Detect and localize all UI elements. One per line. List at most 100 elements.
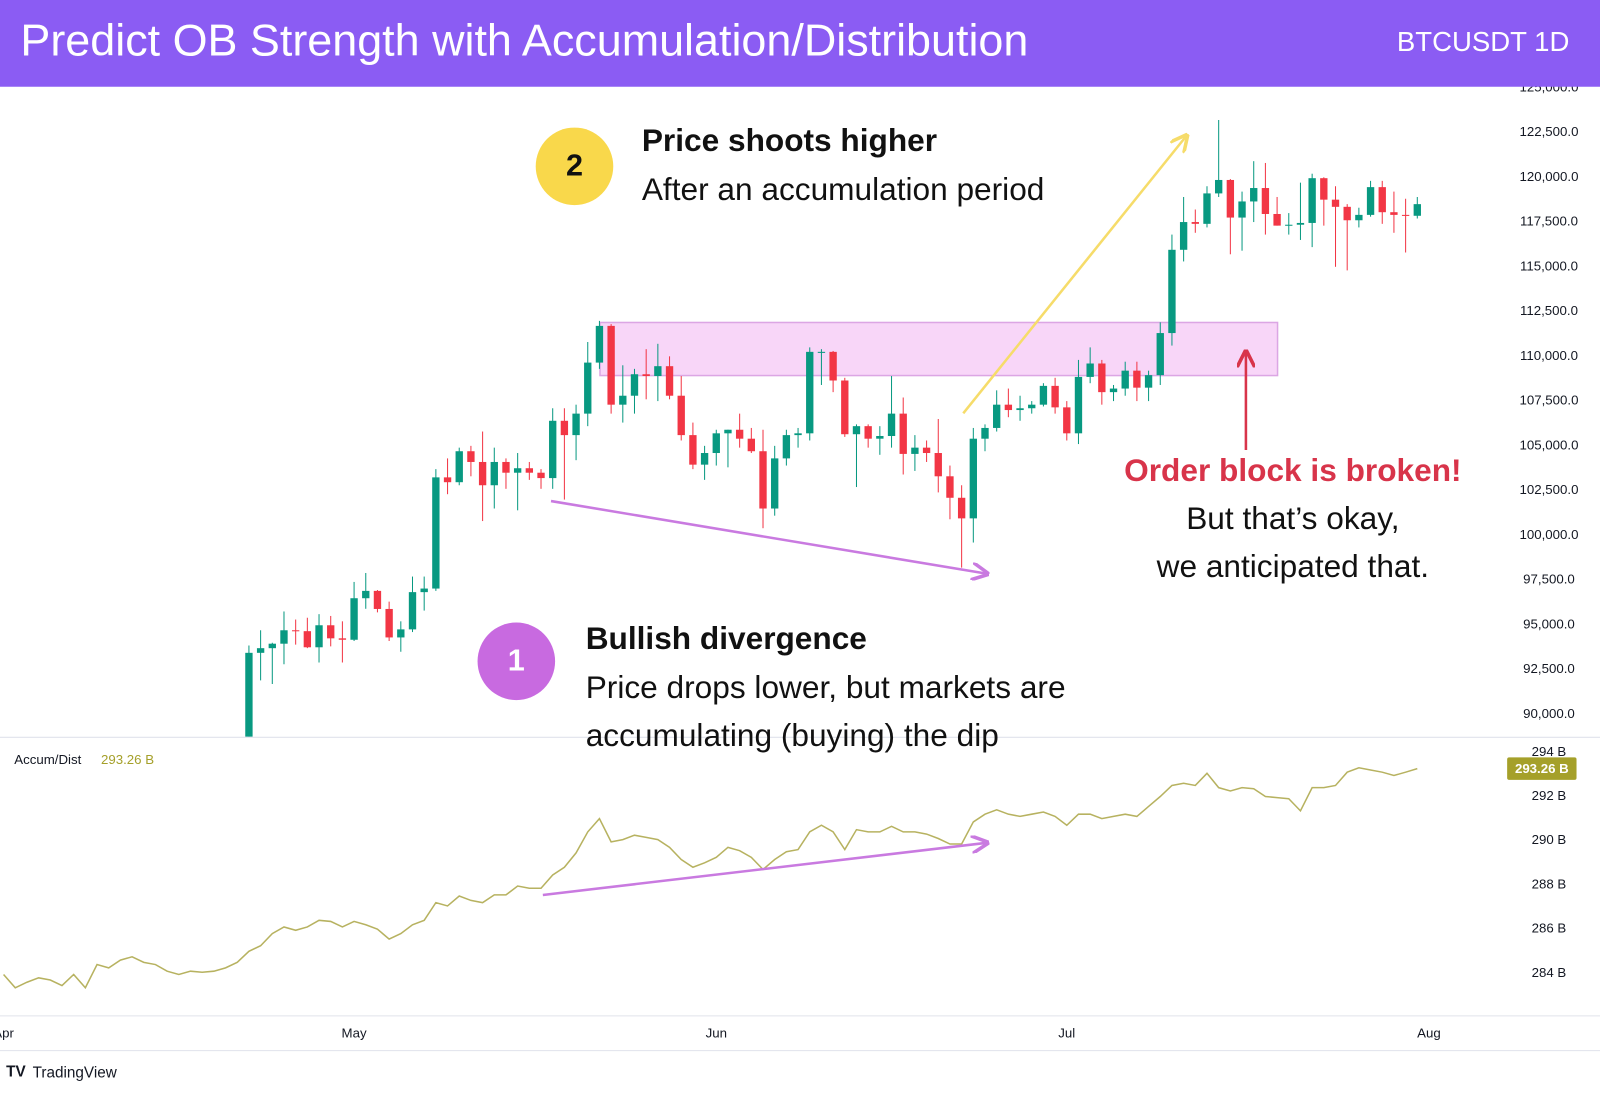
indicator-value: 293.26 B xyxy=(101,752,154,767)
candle-body xyxy=(408,592,417,630)
candle-body xyxy=(899,413,907,454)
candle-body xyxy=(619,395,627,405)
candle-body xyxy=(268,643,276,649)
candle-body xyxy=(911,447,919,454)
candle-body xyxy=(852,426,861,435)
candle-body xyxy=(478,461,487,486)
candle-body xyxy=(630,374,639,396)
y-tick-label: 294 B xyxy=(1532,744,1567,759)
candle-body xyxy=(642,374,650,377)
annotation-text: But that’s okay, xyxy=(1186,500,1399,536)
indicator-line xyxy=(2,766,1418,990)
candle-body xyxy=(549,420,557,479)
candle-body xyxy=(934,453,942,477)
candle-body xyxy=(782,435,791,459)
y-tick-label: 102,500.0 xyxy=(1520,482,1579,497)
candle-body xyxy=(525,468,534,473)
candle-body xyxy=(537,472,545,479)
candle-body xyxy=(1039,385,1048,405)
annotation-text: Price drops lower, but markets are xyxy=(586,669,1066,705)
annotation-title: Price shoots higher xyxy=(642,122,937,158)
candle-body xyxy=(794,433,802,436)
candle-body xyxy=(1086,363,1094,377)
last-value-label: 293.26 B xyxy=(1515,761,1569,776)
candle-body xyxy=(1226,179,1235,218)
candle-body xyxy=(502,461,510,473)
x-tick-label: May xyxy=(342,1025,367,1040)
annotation-badge-label: 2 xyxy=(566,148,583,182)
candle-body xyxy=(1401,214,1410,216)
candle-body xyxy=(1413,204,1421,216)
candle-body xyxy=(1121,370,1129,389)
candle-body xyxy=(665,366,674,396)
candle-body xyxy=(1238,201,1246,218)
candle-body xyxy=(876,436,884,439)
candle-body xyxy=(1133,370,1141,388)
candle-body xyxy=(1296,222,1305,225)
candle-body xyxy=(677,395,685,436)
candle-body xyxy=(700,453,709,465)
candle-body xyxy=(841,380,849,435)
candle-body xyxy=(397,629,405,638)
y-tick-label: 110,000.0 xyxy=(1520,348,1578,363)
candle-body xyxy=(291,630,300,632)
candle-body xyxy=(1063,407,1071,434)
y-tick-label: 120,000.0 xyxy=(1520,169,1579,184)
indicator-name: Accum/Dist xyxy=(14,752,81,767)
candle-body xyxy=(467,451,475,462)
candle-body xyxy=(490,461,498,486)
candle-body xyxy=(946,476,954,498)
candle-body xyxy=(1156,333,1164,376)
candle-body xyxy=(420,588,428,593)
candle-body xyxy=(759,451,767,509)
y-tick-label: 288 B xyxy=(1532,876,1567,891)
candle-body xyxy=(1028,404,1036,409)
candle-body xyxy=(981,427,989,439)
candle-body xyxy=(455,451,463,483)
candle-body xyxy=(771,458,779,509)
candle-body xyxy=(385,608,393,638)
x-tick-label: Jul xyxy=(1058,1025,1075,1040)
candle-body xyxy=(1250,188,1258,202)
candle-body xyxy=(1215,179,1223,194)
candle-body xyxy=(1074,376,1083,434)
candle-body xyxy=(315,625,323,648)
y-tick-label: 105,000.0 xyxy=(1520,437,1579,452)
y-tick-label: 95,000.0 xyxy=(1523,616,1575,631)
candle-body xyxy=(1203,193,1211,224)
candle-body xyxy=(338,638,347,640)
annotation-text: After an accumulation period xyxy=(642,171,1045,207)
order-block-zone xyxy=(599,321,1279,377)
candle-body xyxy=(1285,224,1293,226)
x-tick-label: Apr xyxy=(0,1025,14,1040)
candle-body xyxy=(864,426,872,439)
candle-body xyxy=(362,590,370,599)
candle-body xyxy=(806,351,814,434)
candle-body xyxy=(303,631,312,648)
candle-body xyxy=(1191,222,1199,224)
candle-body xyxy=(607,325,615,405)
candle-body xyxy=(1355,214,1363,221)
candle-body xyxy=(1179,222,1188,250)
y-tick-label: 117,500.0 xyxy=(1520,214,1578,229)
candle-body xyxy=(1144,375,1153,388)
candle-body xyxy=(256,648,265,653)
header-bar xyxy=(0,0,1600,87)
candle-body xyxy=(922,447,931,454)
candle-body xyxy=(443,477,452,483)
y-tick-label: 100,000.0 xyxy=(1520,527,1579,542)
chart-subtitle: BTCUSDT 1D xyxy=(1397,26,1569,57)
candle-body xyxy=(1273,213,1281,226)
candle-body xyxy=(1320,178,1328,200)
brand: TradingView xyxy=(33,1065,118,1082)
candle-body xyxy=(724,429,732,434)
candle-body xyxy=(584,362,592,414)
annotation-badge xyxy=(535,127,614,206)
candle-body xyxy=(327,625,335,639)
candle-body xyxy=(887,413,896,437)
candle-body xyxy=(1308,178,1316,223)
y-tick-label: 284 B xyxy=(1532,965,1567,980)
candle-body xyxy=(1098,363,1106,393)
